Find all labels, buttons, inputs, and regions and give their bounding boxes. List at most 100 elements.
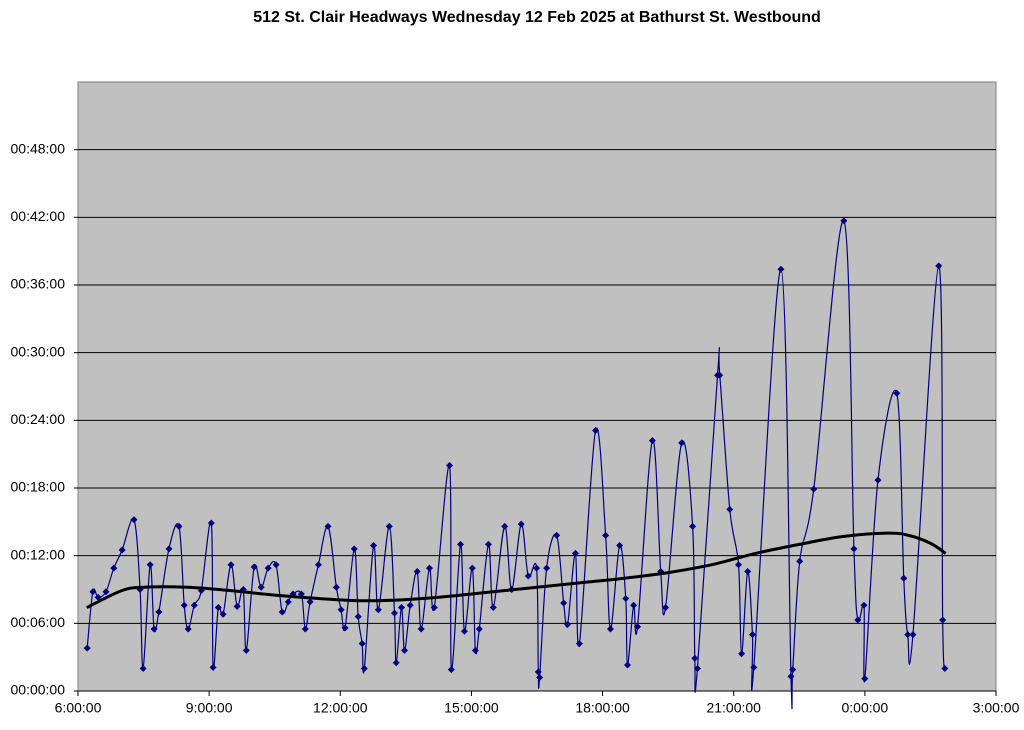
marker: [250, 563, 258, 571]
marker: [207, 519, 215, 527]
x-tick-label: 12:00:00: [313, 700, 368, 716]
marker: [257, 583, 265, 591]
marker: [678, 439, 686, 447]
marker: [735, 561, 743, 569]
marker: [341, 624, 349, 632]
marker: [417, 625, 425, 633]
y-tick-label: 00:42:00: [11, 208, 66, 224]
y-tick-label: 00:00:00: [11, 682, 66, 698]
marker: [738, 650, 746, 658]
marker: [219, 610, 227, 618]
marker: [227, 561, 235, 569]
marker: [385, 522, 393, 530]
marker: [413, 567, 421, 575]
marker: [94, 593, 102, 601]
marker: [750, 663, 758, 671]
marker: [575, 640, 583, 648]
marker: [150, 625, 158, 633]
marker: [662, 604, 670, 612]
marker: [634, 623, 642, 631]
marker: [130, 516, 138, 524]
marker: [155, 608, 163, 616]
marker: [850, 545, 858, 553]
marker: [787, 672, 795, 680]
marker: [475, 625, 483, 633]
marker: [796, 557, 804, 565]
marker: [425, 564, 433, 572]
marker: [592, 426, 600, 434]
marker: [484, 540, 492, 548]
marker: [165, 545, 173, 553]
marker: [543, 564, 551, 572]
marker: [606, 625, 614, 633]
marker: [146, 561, 154, 569]
x-tick-label: 21:00:00: [706, 700, 761, 716]
marker: [406, 601, 414, 609]
marker: [392, 659, 400, 667]
marker: [489, 604, 497, 612]
x-tick-label: 18:00:00: [575, 700, 630, 716]
marker: [716, 371, 724, 379]
marker: [854, 616, 862, 624]
marker: [180, 601, 188, 609]
marker: [457, 540, 464, 548]
marker: [935, 262, 943, 270]
marker: [354, 613, 362, 621]
chart-title: 512 St. Clair Headways Wednesday 12 Feb …: [253, 9, 821, 26]
marker: [401, 646, 409, 654]
marker: [900, 574, 908, 582]
marker: [777, 265, 785, 273]
marker: [691, 654, 699, 662]
marker: [810, 485, 818, 493]
marker: [272, 561, 280, 569]
y-tick-label: 00:30:00: [11, 343, 66, 359]
marker: [571, 549, 579, 557]
marker: [430, 604, 438, 612]
marker: [390, 609, 398, 617]
marker: [89, 588, 97, 596]
marker: [622, 595, 630, 603]
marker: [337, 606, 345, 614]
marker: [175, 522, 183, 530]
marker: [893, 389, 901, 397]
marker: [564, 620, 572, 628]
marker: [284, 598, 292, 606]
marker: [332, 583, 340, 591]
marker: [358, 640, 366, 648]
marker: [840, 217, 848, 225]
y-tick-label: 00:36:00: [11, 276, 66, 292]
marker: [350, 545, 358, 553]
marker: [560, 599, 568, 607]
marker: [744, 567, 752, 575]
marker: [941, 664, 949, 672]
marker: [118, 546, 126, 554]
marker: [623, 661, 631, 669]
marker: [904, 631, 912, 639]
marker: [397, 604, 405, 612]
marker: [553, 531, 561, 539]
plot-area: [77, 81, 997, 692]
marker: [789, 666, 797, 674]
marker: [360, 664, 368, 672]
marker: [630, 601, 638, 609]
marker: [102, 588, 110, 596]
y-tick-label: 00:24:00: [11, 411, 66, 427]
marker: [301, 625, 309, 633]
y-tick-label: 00:48:00: [11, 140, 66, 156]
marker: [468, 564, 476, 572]
marker: [536, 673, 544, 681]
marker: [446, 461, 454, 469]
marker: [324, 522, 332, 530]
marker: [534, 668, 542, 676]
marker: [209, 663, 217, 671]
marker: [860, 601, 868, 609]
marker: [83, 644, 91, 652]
marker: [110, 564, 118, 572]
marker: [749, 631, 757, 639]
marker: [214, 604, 222, 612]
x-tick-label: 9:00:00: [186, 700, 233, 716]
marker: [909, 631, 917, 639]
marker: [278, 608, 286, 616]
marker: [689, 522, 697, 530]
